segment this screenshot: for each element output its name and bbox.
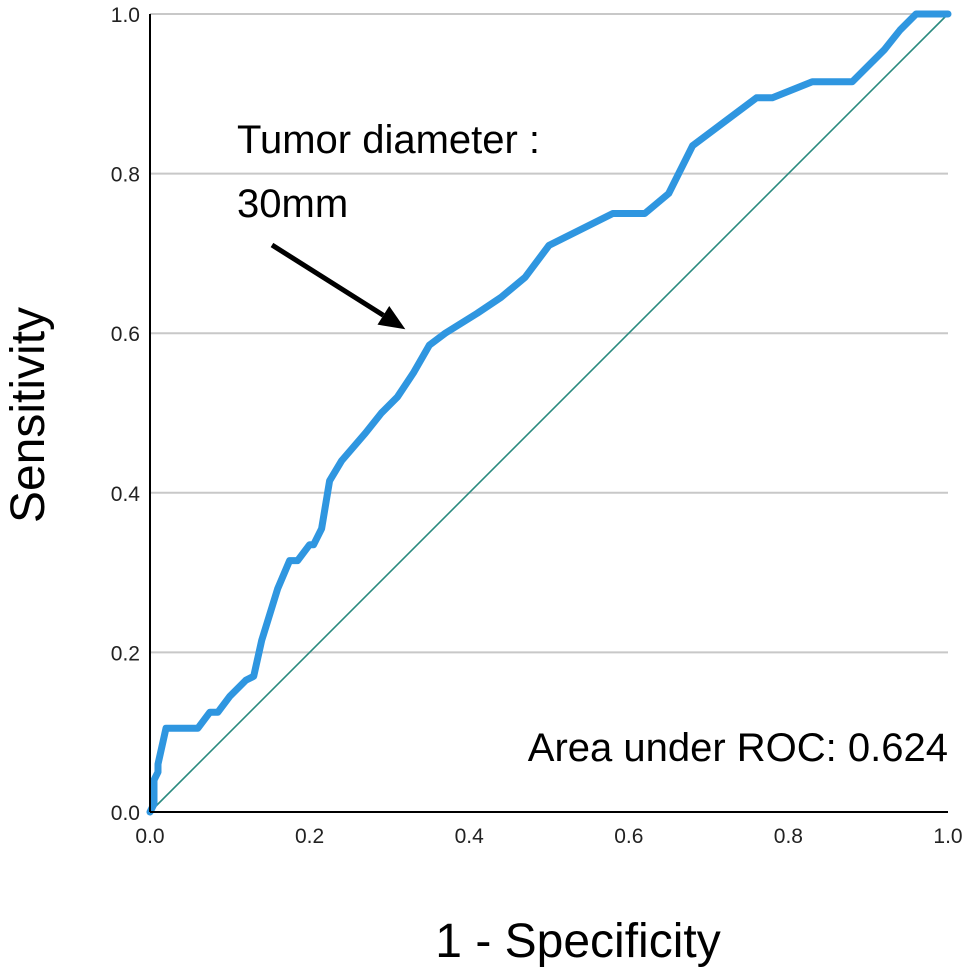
arrow-shaft bbox=[270, 242, 385, 318]
y-tick-label: 0.6 bbox=[111, 323, 140, 346]
x-tick-label: 0.2 bbox=[295, 825, 324, 848]
tick-labels: 0.0 0.2 0.4 0.6 0.8 1.0 0.0 0.2 0.4 0.6 0.8 1.0 bbox=[111, 4, 963, 848]
x-tick-label: 0.0 bbox=[135, 825, 164, 848]
annotation-label-line1: Tumor diameter : bbox=[237, 118, 540, 162]
y-tick-label: 0.2 bbox=[111, 642, 140, 665]
y-axis-title: Sensitivity bbox=[2, 307, 55, 523]
roc-series-group bbox=[146, 10, 952, 816]
y-tick-label: 0.0 bbox=[111, 802, 140, 825]
y-tick-label: 1.0 bbox=[111, 4, 140, 27]
arrow-head bbox=[377, 306, 406, 330]
annotation-label-line2: 30mm bbox=[237, 182, 348, 226]
reference-diagonal-line bbox=[149, 13, 949, 813]
reference-line-group bbox=[149, 13, 949, 813]
x-tick-label: 0.6 bbox=[614, 825, 643, 848]
auc-annotation: Area under ROC: 0.624 bbox=[528, 726, 948, 770]
y-tick-label: 0.4 bbox=[111, 483, 141, 506]
x-axis-title: 1 - Specificity bbox=[435, 915, 720, 968]
x-tick-label: 0.4 bbox=[455, 825, 485, 848]
axes bbox=[149, 14, 948, 813]
x-tick-label: 1.0 bbox=[933, 825, 962, 848]
roc-curve-line bbox=[146, 10, 952, 816]
x-tick-label: 0.8 bbox=[774, 825, 803, 848]
annotation-arrow bbox=[270, 242, 406, 330]
y-tick-label: 0.8 bbox=[111, 164, 140, 187]
grid-lines bbox=[150, 13, 948, 654]
